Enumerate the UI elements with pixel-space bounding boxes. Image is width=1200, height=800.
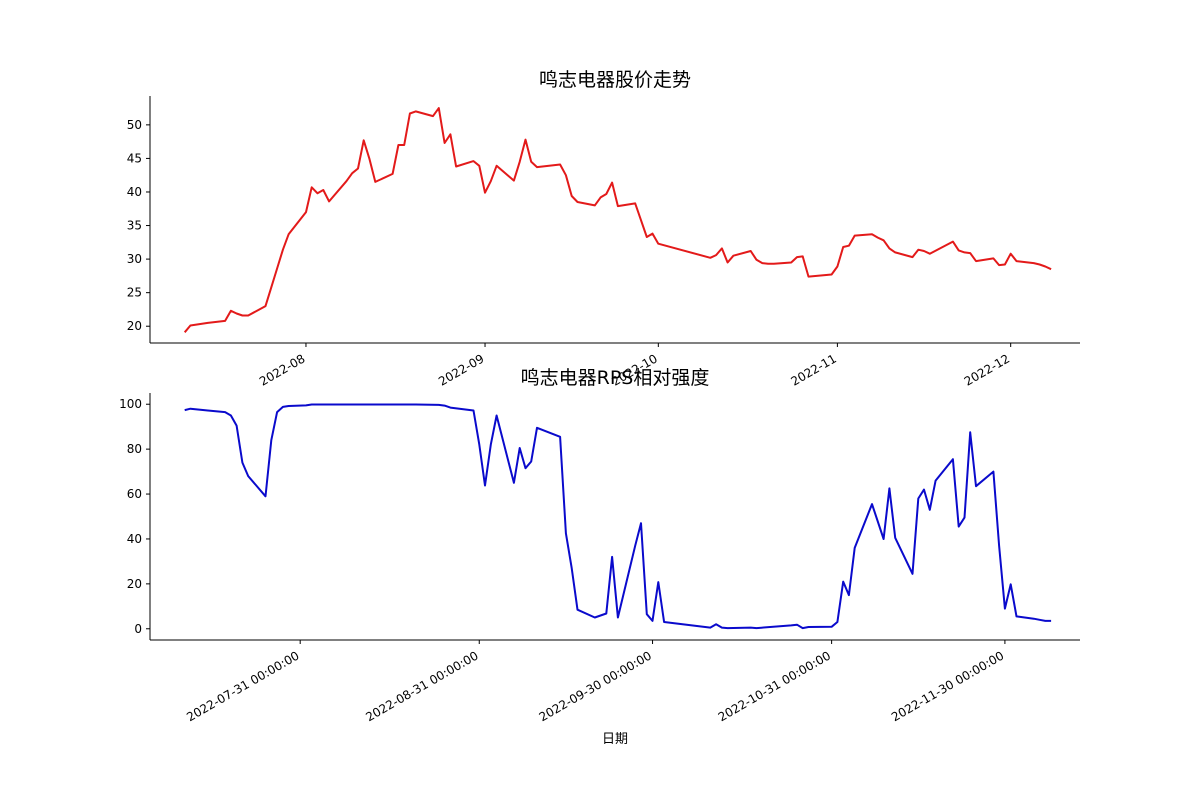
rps-y-tick-label: 80 <box>127 442 142 456</box>
price-y-tick-label: 25 <box>127 286 142 300</box>
rps-chart-title: 鸣志电器RPS相对强度 <box>521 367 710 389</box>
price-y-ticks: 20 25 30 35 40 45 50 <box>127 118 150 333</box>
price-y-tick-label: 35 <box>127 219 142 233</box>
rps-x-axis-label: 日期 <box>602 732 628 747</box>
rps-series-line <box>184 403 1052 630</box>
price-y-tick-label: 50 <box>127 118 142 132</box>
rps-y-tick-label: 100 <box>119 397 142 411</box>
price-y-tick-label: 40 <box>127 185 142 199</box>
rps-y-tick-label: 60 <box>127 487 142 501</box>
rps-y-tick-label: 40 <box>127 532 142 546</box>
price-y-tick-label: 30 <box>127 252 142 266</box>
rps-y-ticks: 0 20 40 60 80 100 <box>119 397 150 636</box>
rps-y-tick-label: 0 <box>134 622 142 636</box>
price-y-tick-label: 45 <box>127 151 142 165</box>
price-chart-title: 鸣志电器股价走势 <box>539 69 691 91</box>
price-series-line <box>183 107 1052 333</box>
price-y-tick-label: 20 <box>127 319 142 333</box>
rps-y-tick-label: 20 <box>127 577 142 591</box>
